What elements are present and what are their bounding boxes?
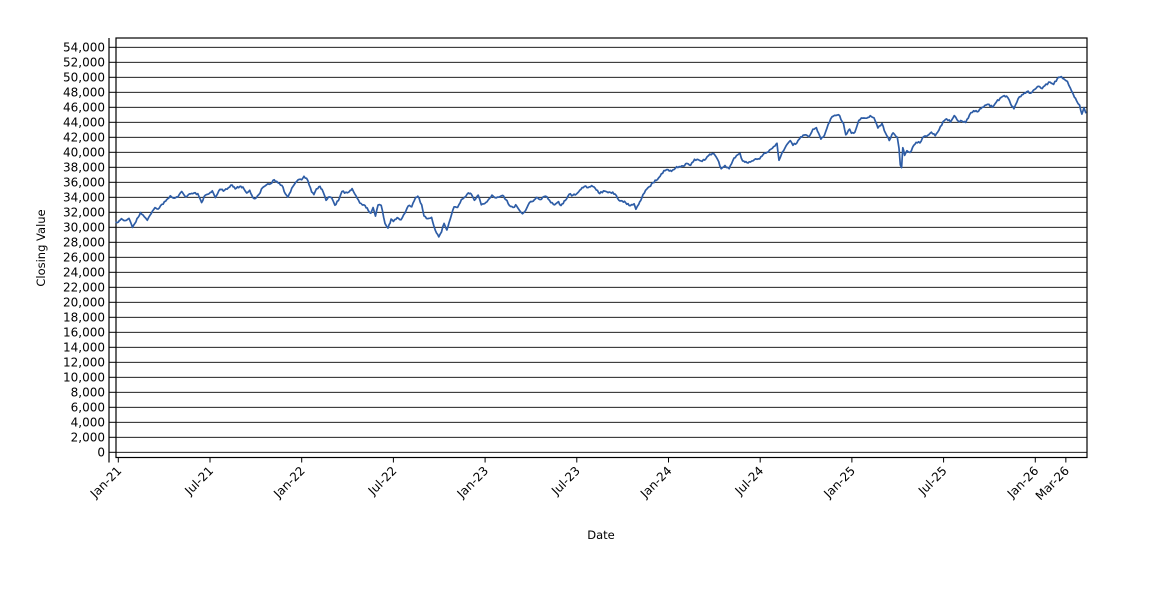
y-tick-label: 52,000 (63, 55, 105, 69)
x-tick-label: Jul-22 (365, 464, 400, 499)
x-tick-label: Jan-23 (454, 464, 492, 502)
y-axis-title: Closing Value (34, 209, 48, 286)
y-tick-label: 50,000 (63, 70, 105, 84)
x-axis-ticks: Jan-21 Jul-21 Jan-22 Jul-22 Jan-23 Jul-23 Jan-… (87, 457, 1072, 503)
y-tick-label: 26,000 (63, 250, 105, 264)
closing-value-series-line (115, 75, 1087, 238)
y-tick-label: 38,000 (63, 160, 105, 174)
x-axis-title: Date (587, 528, 615, 542)
y-tick-label: 12,000 (63, 355, 105, 369)
y-tick-label: 36,000 (63, 175, 105, 189)
x-tick-label: Jul-25 (915, 464, 950, 499)
y-tick-label: 34,000 (63, 190, 105, 204)
y-tick-label: 16,000 (63, 325, 105, 339)
y-tick-label: 24,000 (63, 265, 105, 279)
y-axis-ticks: 02,0004,0006,0008,00010,00012,00014,0001… (63, 40, 116, 459)
x-tick-label: Jan-22 (270, 464, 308, 502)
y-tick-label: 4,000 (71, 415, 105, 429)
y-tick-label: 42,000 (63, 130, 105, 144)
y-tick-label: 32,000 (63, 205, 105, 219)
y-tick-label: 22,000 (63, 280, 105, 294)
x-tick-label: Jul-24 (732, 464, 767, 499)
x-tick-label: Jan-21 (87, 464, 125, 502)
gridlines (116, 46, 1087, 453)
y-tick-label: 10,000 (63, 370, 105, 384)
plot-border (115, 37, 1088, 459)
y-tick-label: 2,000 (71, 430, 105, 444)
y-tick-label: 0 (97, 445, 105, 459)
x-tick-label: Jul-21 (181, 464, 216, 499)
y-tick-label: 46,000 (63, 100, 105, 114)
x-tick-label: Jan-24 (637, 464, 675, 502)
y-tick-label: 28,000 (63, 235, 105, 249)
y-tick-label: 20,000 (63, 295, 105, 309)
y-tick-label: 54,000 (63, 40, 105, 54)
y-tick-label: 40,000 (63, 145, 105, 159)
y-tick-label: 14,000 (63, 340, 105, 354)
x-tick-label: Jul-23 (548, 464, 583, 499)
y-tick-label: 44,000 (63, 115, 105, 129)
y-tick-label: 6,000 (71, 400, 105, 414)
y-tick-label: 8,000 (71, 385, 105, 399)
x-tick-label: Jan-25 (820, 464, 858, 502)
x-tick-label: Mar-26 (1033, 464, 1072, 503)
y-tick-label: 48,000 (63, 85, 105, 99)
y-tick-label: 18,000 (63, 310, 105, 324)
y-tick-label: 30,000 (63, 220, 105, 234)
